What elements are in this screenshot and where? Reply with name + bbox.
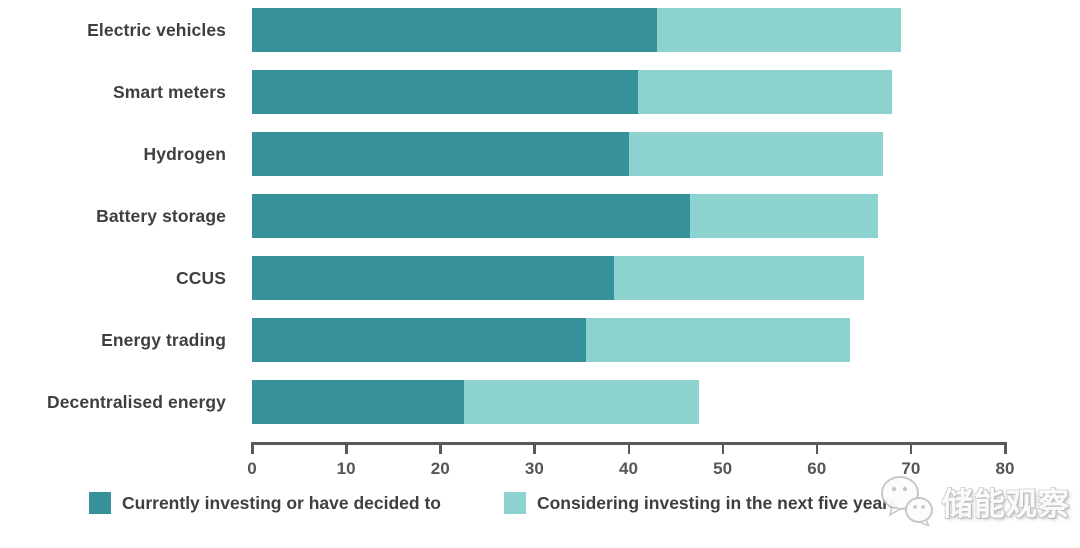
x-axis-tick (815, 442, 819, 454)
bar-row: Smart meters (0, 70, 1005, 114)
bar-row: Energy trading (0, 318, 1005, 362)
x-axis-tick-label: 60 (807, 459, 827, 478)
category-label: CCUS (176, 267, 226, 288)
x-axis-tick (533, 442, 536, 454)
category-label: Energy trading (101, 329, 226, 350)
x-axis-tick (345, 442, 348, 454)
bar-row: Hydrogen (0, 132, 1005, 176)
bar-segment-considering-investing (463, 380, 700, 424)
x-axis: 0 10 20 30 40 50 60 70 80 (247, 442, 1014, 490)
bar-segment-considering-investing (586, 318, 850, 362)
legend-label: Currently investing or have decided to (122, 492, 441, 513)
x-axis-tick-label: 0 (247, 459, 257, 478)
legend-swatch-light-teal (503, 492, 526, 514)
bar-segment-currently-investing (252, 132, 629, 176)
category-label: Decentralised energy (46, 391, 226, 412)
stacked-bar-chart: Electric vehicles Smart meters Hydrogen Bat… (0, 8, 1014, 490)
bar-segment-considering-investing (637, 70, 893, 114)
category-label: Smart meters (112, 81, 226, 102)
legend-item-currently-investing: Currently investing or have decided to (89, 492, 441, 514)
bar-track (252, 194, 1005, 238)
bar-segment-considering-investing (614, 256, 864, 300)
bar-segment-currently-investing (252, 8, 657, 52)
bar-segment-currently-investing (252, 318, 587, 362)
x-axis-tick-label: 70 (901, 459, 921, 478)
bar-row: Battery storage (0, 194, 1005, 238)
legend-label: Considering investing in the next five y… (536, 492, 899, 513)
x-axis-tick (1004, 442, 1007, 454)
x-axis-tick-label: 10 (336, 459, 356, 478)
x-axis-tick-label: 40 (619, 459, 638, 478)
bar-segment-considering-investing (628, 132, 883, 176)
x-axis-tick-label: 50 (713, 459, 733, 478)
bar-track (252, 256, 1005, 300)
x-axis-tick (721, 442, 725, 454)
bar-segment-currently-investing (252, 380, 464, 424)
bar-segment-currently-investing (252, 70, 638, 114)
x-axis-tick-label: 30 (524, 459, 544, 478)
bar-row: Decentralised energy (0, 380, 1005, 424)
bar-track (252, 132, 1005, 176)
x-axis-tick-label: 20 (430, 459, 450, 478)
chart-legend: Currently investing or have decided to C… (0, 492, 1080, 514)
legend-swatch-dark-teal (89, 492, 111, 514)
bar-segment-considering-investing (689, 194, 878, 238)
category-label: Battery storage (96, 205, 226, 226)
bar-row: Electric vehicles (0, 8, 1005, 52)
bar-rows: Electric vehicles Smart meters Hydrogen Bat… (0, 8, 1005, 424)
bar-track (252, 8, 1005, 52)
category-label: Hydrogen (143, 143, 226, 164)
legend-item-considering-investing: Considering investing in the next five y… (503, 492, 899, 514)
bar-segment-considering-investing (656, 8, 902, 52)
category-label: Electric vehicles (87, 19, 226, 40)
bar-segment-currently-investing (252, 256, 615, 300)
x-axis-tick (251, 442, 254, 454)
bar-track (252, 70, 1005, 114)
x-axis-tick (627, 442, 630, 454)
x-axis-tick (909, 442, 913, 454)
bar-segment-currently-investing (252, 194, 690, 238)
x-axis-tick-label: 80 (995, 459, 1015, 478)
bar-row: CCUS (0, 256, 1005, 300)
bar-track (252, 318, 1005, 362)
x-axis-tick (439, 442, 442, 454)
bar-track (252, 380, 1005, 424)
